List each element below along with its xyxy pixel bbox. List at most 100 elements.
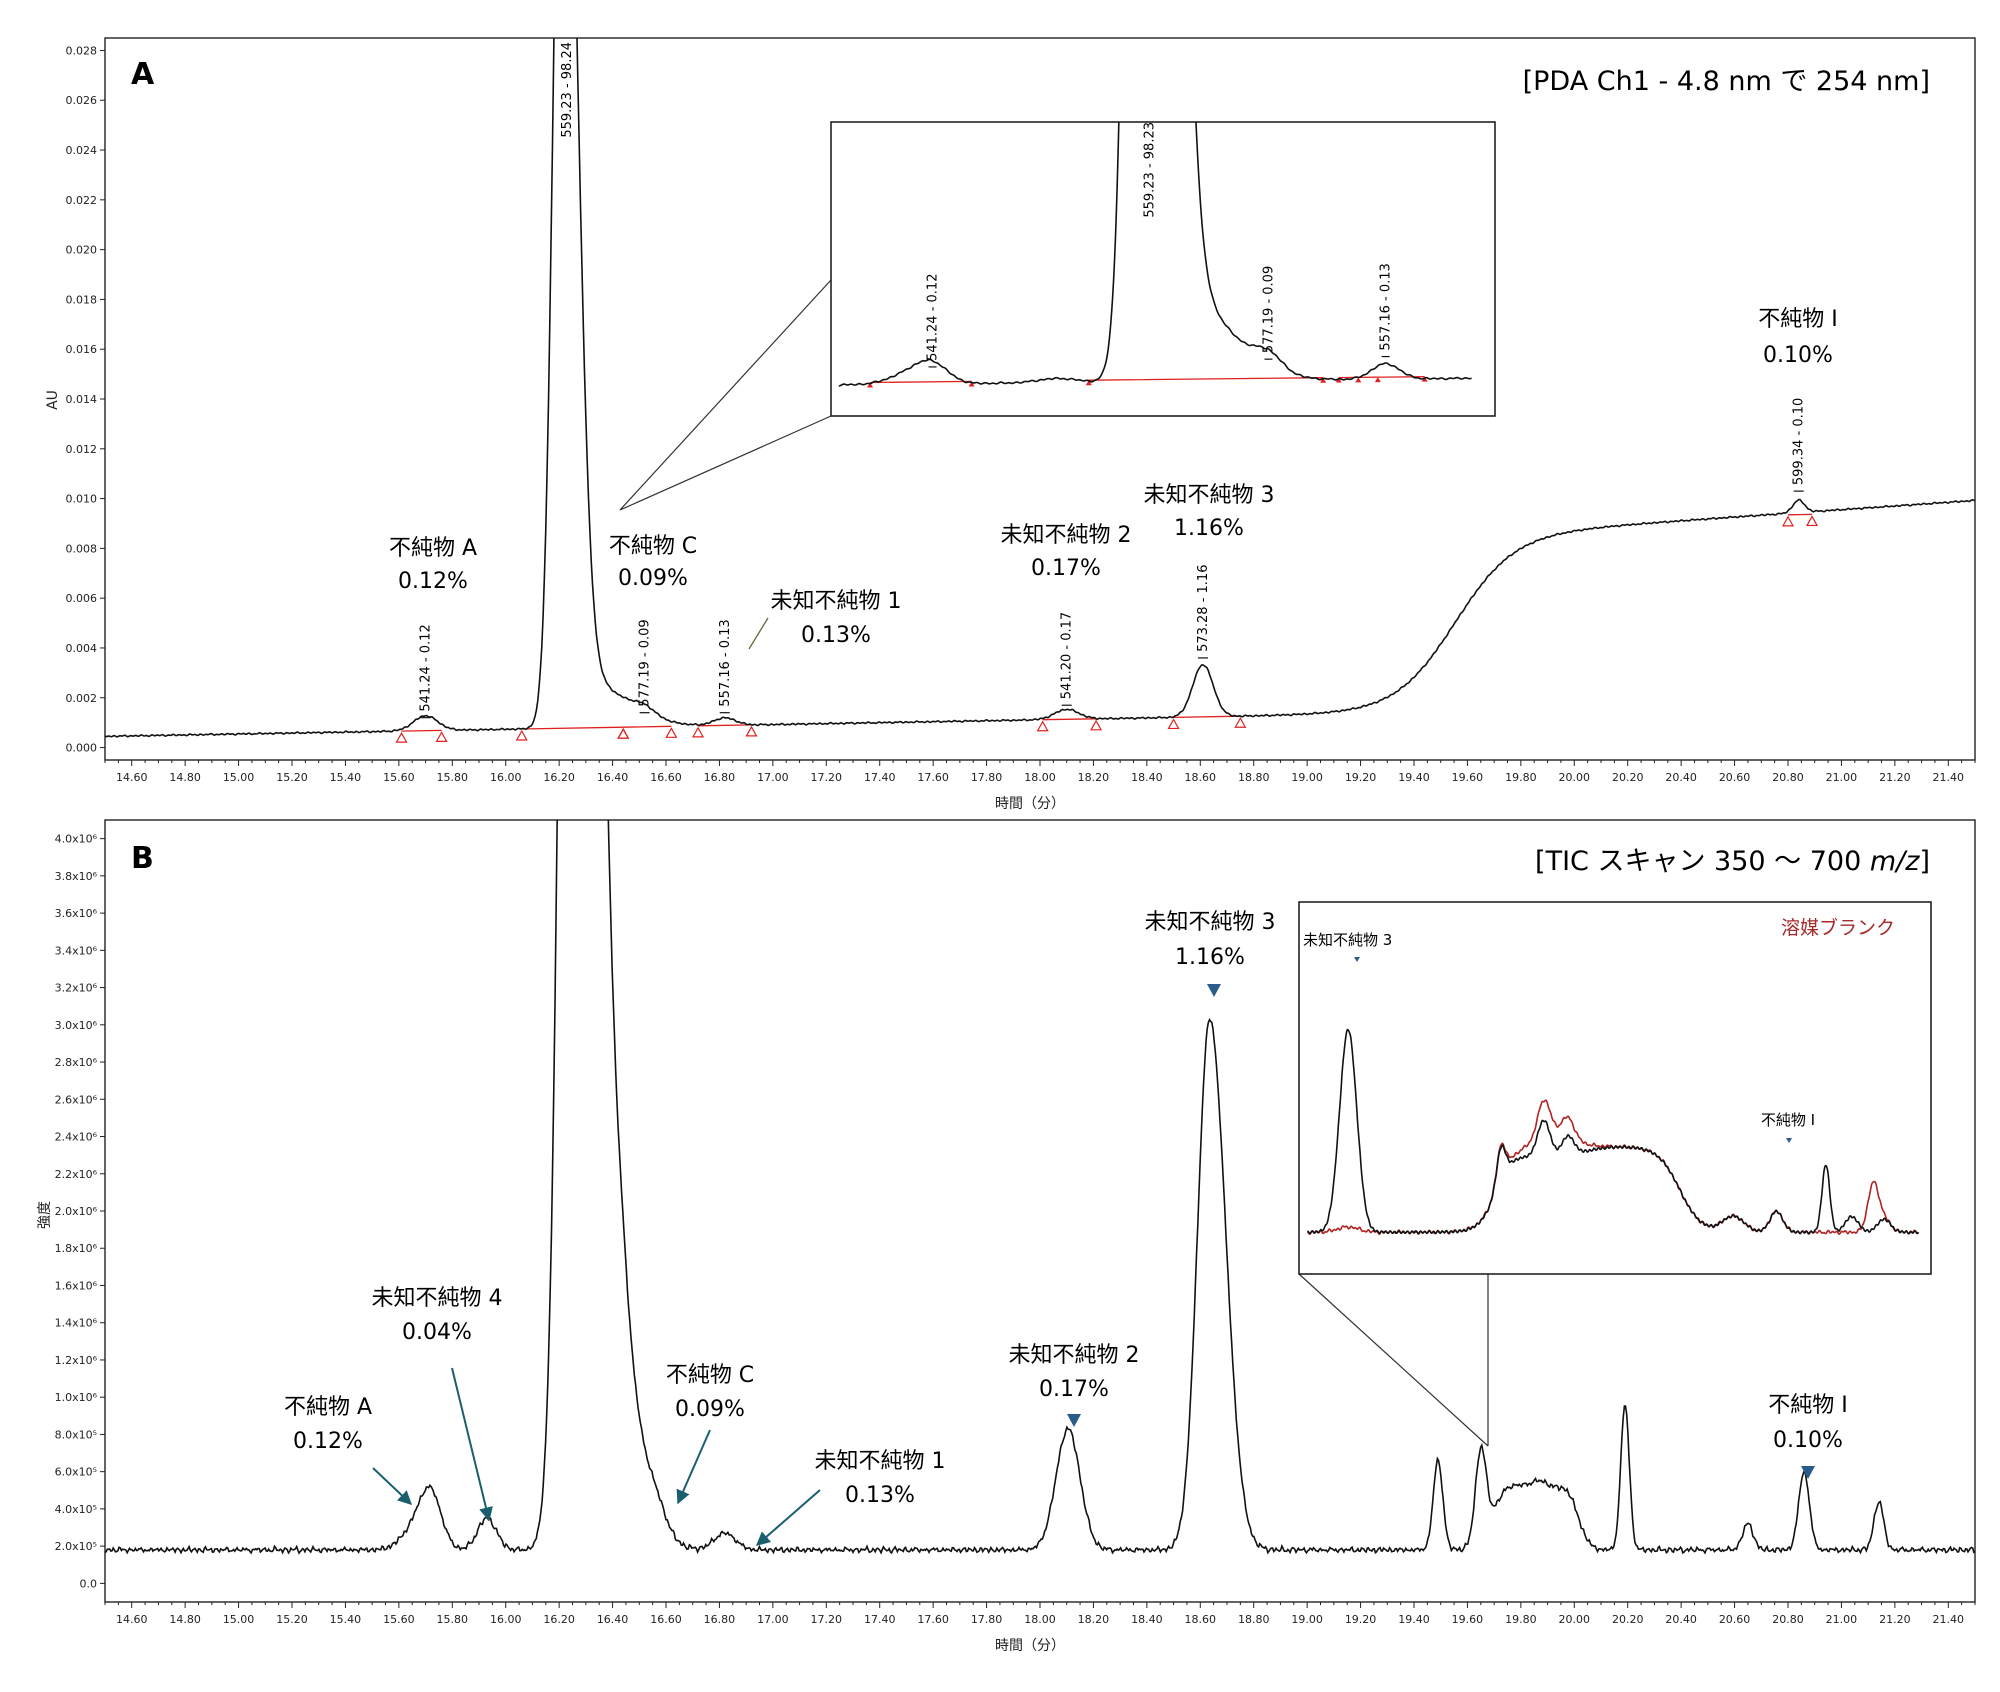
a-ytick-label: 0.018 [66, 293, 98, 306]
b-xtick-label: 15.20 [276, 1613, 308, 1626]
b-ann-unk4-pct: 0.04% [402, 1320, 472, 1345]
a-integration-marker [692, 726, 705, 738]
panel-a: 0.000 0.002 0.004 0.006 0.008 0.010 0.012 0.014… [45, 37, 1976, 812]
a-ytick-label: 0.014 [66, 393, 98, 406]
b-ytick-label: 2.4x10⁶ [55, 1131, 98, 1144]
b-xtick-label: 17.60 [917, 1613, 949, 1626]
b-xtick-label: 17.40 [864, 1613, 896, 1626]
b-ann-impC-arrow [676, 1429, 711, 1505]
a-integration-marker [1234, 717, 1247, 728]
b-ytick-label: 1.8x10⁶ [55, 1242, 98, 1255]
a-integration-marker [665, 727, 678, 738]
a-xtick-label: 19.80 [1505, 771, 1537, 784]
a-integration-marker [515, 729, 528, 741]
a-ytick-label: 0.016 [66, 343, 98, 356]
b-ytick-label: 3.4x10⁶ [55, 944, 98, 957]
b-xtick-label: 17.80 [971, 1613, 1003, 1626]
panel-b-inset-impI-marker [1786, 1138, 1792, 1143]
panel-b: 0.0 2.0x10⁵ 4.0x10⁵ 6.0x10⁵ 8.0x10⁵ 1.0x10⁶ 1.… [37, 819, 1976, 1654]
panel-b-inset-sample-trace [1307, 1028, 1920, 1235]
a-integration-marker [1806, 515, 1819, 527]
a-peak-label: 541.20 - 0.17 [1060, 612, 1075, 699]
b-ytick-label: 1.6x10⁶ [55, 1279, 98, 1292]
a-ytick-label: 0.022 [66, 194, 98, 207]
a-ann-unk2-pct: 0.17% [1031, 556, 1101, 581]
panel-b-header-mz: m/z [1870, 846, 1920, 877]
a-ytick-label: 0.006 [66, 592, 98, 605]
b-xtick-label: 19.40 [1398, 1613, 1430, 1626]
a-integration-marker [395, 731, 408, 743]
a-xtick-label: 17.20 [811, 771, 843, 784]
panel-a-chromatogram-trace [105, 38, 1975, 738]
a-xtick-label: 17.40 [864, 771, 896, 784]
a-inset-marker [1421, 376, 1428, 382]
a-inset-marker [1335, 377, 1342, 383]
panel-a-inset-connector-top [619, 279, 832, 511]
a-ytick-label: 0.008 [66, 542, 98, 555]
b-ytick-label: 6.0x10⁵ [55, 1466, 97, 1479]
a-xtick-label: 16.80 [704, 771, 736, 784]
a-ann-impA-pct: 0.12% [398, 569, 468, 594]
a-xtick-label: 21.20 [1879, 771, 1911, 784]
b-xtick-label: 17.00 [757, 1613, 789, 1626]
panel-a-inset-frame [830, 121, 1496, 417]
a-ann-unk1-name: 未知不純物 1 [771, 589, 902, 614]
a-ann-impA-name: 不純物 A [389, 536, 477, 561]
a-ann-impI-name: 不純物 I [1758, 307, 1837, 332]
b-ytick-label: 0.0 [80, 1577, 98, 1590]
b-ytick-label: 1.0x10⁶ [55, 1391, 98, 1404]
a-inset-marker [1320, 377, 1327, 383]
b-ytick-label: 4.0x10⁵ [55, 1503, 97, 1516]
a-xtick-label: 15.80 [437, 771, 469, 784]
b-xtick-label: 17.20 [811, 1613, 843, 1626]
a-ytick-label: 0.020 [66, 244, 98, 257]
a-xtick-label: 16.00 [490, 771, 522, 784]
a-xtick-label: 15.40 [330, 771, 362, 784]
b-xtick-label: 20.20 [1612, 1613, 1644, 1626]
b-ann-unk1-name: 未知不純物 1 [815, 1449, 946, 1474]
b-ann-impC-name: 不純物 C [666, 1363, 754, 1388]
a-peak-label: 559.23 - 98.24 [560, 42, 575, 138]
a-xtick-label: 15.00 [223, 771, 255, 784]
a-ann-impC-pct: 0.09% [618, 566, 688, 591]
a-inset-marker [1355, 377, 1362, 383]
panel-b-header-close: ] [1919, 846, 1930, 877]
panel-b-inset-impI-label: 不純物 I [1761, 1111, 1815, 1129]
b-ann-unk1-arrow [755, 1489, 821, 1546]
a-ytick-label: 0.012 [66, 443, 98, 456]
panel-b-inset-blank-label: 溶媒ブランク [1781, 916, 1895, 939]
b-xtick-label: 19.00 [1291, 1613, 1323, 1626]
a-xtick-label: 16.60 [650, 771, 682, 784]
a-xtick-label: 20.00 [1559, 771, 1591, 784]
a-inset-peak-label: 577.19 - 0.09 [1261, 266, 1276, 353]
a-ytick-label: 0.028 [66, 44, 98, 57]
panel-b-inset-unk3-label: 未知不純物 3 [1303, 931, 1392, 949]
b-ytick-label: 2.2x10⁶ [55, 1168, 98, 1181]
a-ann-impC-name: 不純物 C [609, 534, 697, 559]
a-xtick-label: 18.20 [1078, 771, 1110, 784]
panel-b-ylabel: 強度 [37, 1201, 53, 1229]
panel-b-inset-frame [1298, 901, 1932, 1275]
a-xtick-label: 18.00 [1024, 771, 1056, 784]
b-ytick-label: 8.0x10⁵ [55, 1428, 97, 1441]
panel-b-xlabel: 時間（分） [995, 1638, 1065, 1654]
a-integration-marker [1090, 719, 1103, 731]
b-ann-impA-name: 不純物 A [284, 1395, 372, 1420]
b-xtick-label: 21.20 [1879, 1613, 1911, 1626]
b-xtick-label: 18.00 [1024, 1613, 1056, 1626]
b-ytick-label: 3.6x10⁶ [55, 907, 98, 920]
a-xtick-label: 15.20 [276, 771, 308, 784]
b-ann-impI-name: 不純物 I [1768, 1393, 1847, 1418]
a-ann-unk1-leader [748, 617, 769, 650]
b-xtick-label: 14.60 [116, 1613, 148, 1626]
b-ann-impI-pct: 0.10% [1773, 1428, 1843, 1453]
b-xtick-label: 21.00 [1826, 1613, 1858, 1626]
b-xtick-label: 18.40 [1131, 1613, 1163, 1626]
b-xtick-label: 18.60 [1185, 1613, 1217, 1626]
panel-b-x-ticks: 14.60 14.80 15.00 15.20 15.40 15.60 15.80 16.00… [104, 1602, 1976, 1626]
a-xtick-label: 17.60 [917, 771, 949, 784]
panel-a-inset-trace [838, 122, 1472, 387]
a-ytick-label: 0.004 [66, 642, 98, 655]
a-peak-label: 541.24 - 0.12 [419, 624, 434, 711]
a-xtick-label: 20.80 [1772, 771, 1804, 784]
